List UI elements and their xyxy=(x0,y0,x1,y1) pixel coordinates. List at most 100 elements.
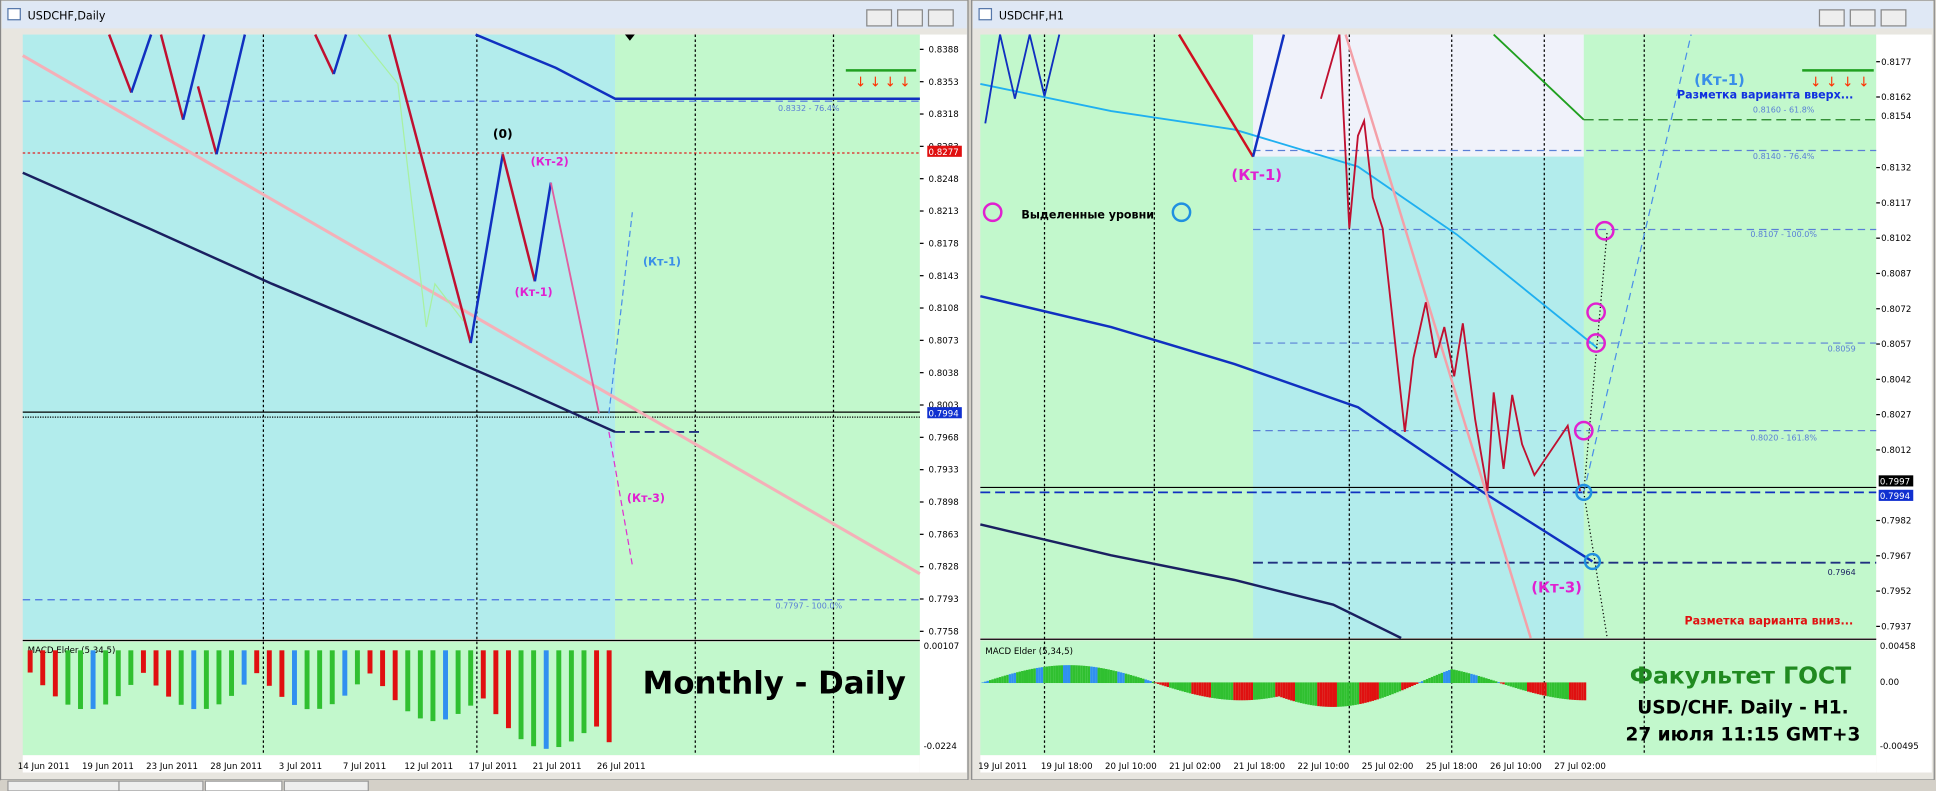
macd-bar xyxy=(1524,682,1528,691)
minimize-button[interactable] xyxy=(1818,9,1845,27)
chart-shape xyxy=(608,212,633,414)
macd-bar xyxy=(1144,679,1147,684)
macd-bar xyxy=(1040,667,1044,684)
macd-bar xyxy=(1201,682,1204,697)
price-label: 0.7828 xyxy=(929,563,959,573)
minimize-button[interactable] xyxy=(866,9,893,27)
chart-shape xyxy=(1594,220,1615,241)
macd-bar xyxy=(1280,682,1283,698)
price-label: 0.7967 xyxy=(1881,552,1911,562)
macd-bar xyxy=(1023,670,1026,684)
price-label: 0.8162 xyxy=(1881,93,1911,103)
macd-label: 0.00458 xyxy=(1880,642,1916,652)
level-label: 0.7797 - 100.0% xyxy=(776,601,843,610)
macd-bar xyxy=(1435,674,1439,684)
macd-bar xyxy=(1072,665,1076,684)
close-button[interactable] xyxy=(1880,9,1907,27)
price-label: 0.8057 xyxy=(1881,340,1911,350)
macd-bar xyxy=(1371,682,1374,701)
macd-bar xyxy=(1090,666,1093,684)
macd-bar xyxy=(1218,682,1221,699)
chart-shape xyxy=(615,34,920,640)
price-axis: 0.8177 0.8162 0.8132 0.8117 0.8102 0.8087 0.80… xyxy=(1876,58,1919,752)
macd-bar xyxy=(1497,682,1500,684)
price-axis: 0.83880.83530.83180.82830.82480.82130.81… xyxy=(919,45,962,752)
tab[interactable] xyxy=(204,780,283,791)
macd-bar xyxy=(1504,682,1508,686)
macd-bar xyxy=(1176,682,1180,690)
tab[interactable] xyxy=(283,780,369,791)
macd-bar xyxy=(1067,665,1071,684)
macd-bar xyxy=(1095,667,1098,684)
macd-bar xyxy=(203,650,209,709)
macd-bar xyxy=(1480,676,1483,684)
maximize-button[interactable] xyxy=(897,9,923,27)
macd-bar xyxy=(986,680,989,684)
chart-shape xyxy=(978,8,993,21)
chart-shape xyxy=(608,431,633,566)
macd-bar xyxy=(292,650,297,705)
macd-bar xyxy=(1559,682,1562,699)
price-label: 0.7933 xyxy=(929,466,959,476)
macd-bar xyxy=(1122,672,1125,684)
macd-bar xyxy=(1021,671,1024,684)
price-label: 0.8117 xyxy=(1881,199,1911,209)
macd-bar xyxy=(1549,682,1552,697)
annotation: (0) xyxy=(493,127,513,141)
macd-bar xyxy=(1356,682,1360,705)
macd-bar xyxy=(1364,682,1367,703)
macd-label: 0.00 xyxy=(1880,678,1899,688)
macd-bar xyxy=(140,650,146,673)
macd-bar xyxy=(1270,682,1273,698)
macd-bar xyxy=(581,650,587,734)
macd-bar xyxy=(1566,682,1569,700)
price-label: 0.8087 xyxy=(1881,270,1911,280)
macd-bar xyxy=(1070,665,1073,684)
macd-bar xyxy=(1174,682,1177,690)
macd-bar xyxy=(1112,670,1115,684)
macd-bar xyxy=(1568,682,1572,700)
macd-bar xyxy=(1376,682,1379,700)
macd-bar xyxy=(1265,682,1268,699)
tab[interactable] xyxy=(118,780,204,791)
macd-bar xyxy=(1297,682,1300,703)
macd-bar xyxy=(1349,682,1352,706)
macd-bar xyxy=(1536,682,1540,695)
chart-shape xyxy=(1583,230,1608,493)
price-label: 0.8353 xyxy=(929,78,959,88)
macd-bar xyxy=(27,650,33,673)
macd-bar xyxy=(1373,682,1377,701)
macd-bar xyxy=(1119,672,1123,684)
price-label: 0.8277 xyxy=(929,148,959,158)
price-label: 0.8318 xyxy=(929,110,959,120)
date-label: 14 Jun 2011 xyxy=(18,762,70,772)
price-label: 0.8102 xyxy=(1881,234,1911,244)
macd-bar xyxy=(1438,673,1441,684)
macd-bar xyxy=(1529,682,1532,693)
macd-bar xyxy=(1161,682,1165,686)
macd-bar xyxy=(518,650,524,740)
macd-bar xyxy=(1003,675,1007,684)
macd-bar xyxy=(1576,682,1579,701)
chart-shape xyxy=(549,182,600,414)
macd-bar xyxy=(1188,682,1192,694)
price-box xyxy=(1878,475,1914,487)
macd-bar xyxy=(1344,682,1347,707)
macd-bar xyxy=(1369,682,1372,702)
price-label: 0.7997 xyxy=(1880,478,1910,488)
macd-bar xyxy=(115,650,121,697)
tab[interactable] xyxy=(7,780,120,791)
macd-bar xyxy=(998,677,1002,684)
macd-bar xyxy=(166,650,172,697)
macd-bar xyxy=(1341,682,1345,707)
maximize-button[interactable] xyxy=(1849,9,1876,27)
macd-bar xyxy=(1166,682,1170,688)
macd-bar xyxy=(1492,680,1495,684)
chart-shape xyxy=(1586,302,1606,323)
close-button[interactable] xyxy=(927,9,954,27)
macd-bar xyxy=(1554,682,1557,698)
date-label: 7 Jul 2011 xyxy=(343,762,386,772)
macd-bar xyxy=(1080,665,1083,684)
macd-bar xyxy=(1275,682,1278,697)
